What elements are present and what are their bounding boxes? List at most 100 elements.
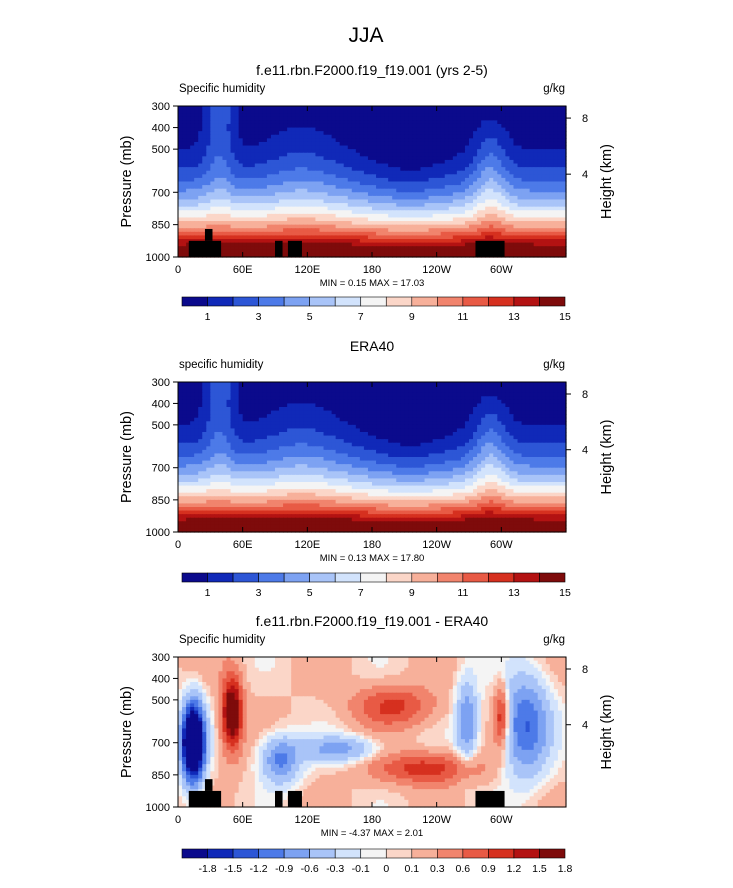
contour-cell [388, 192, 393, 197]
contour-cell [291, 138, 296, 143]
contour-cell [214, 414, 220, 419]
contour-cell [509, 246, 515, 251]
contour-cell [509, 410, 515, 415]
contour-cell [246, 403, 252, 408]
contour-cell [335, 113, 341, 118]
contour-cell [561, 185, 567, 190]
contour-cell [190, 403, 195, 408]
contour-cell [178, 131, 183, 136]
contour-cell [384, 213, 389, 219]
contour-cell [376, 199, 381, 204]
contour-cell [287, 127, 292, 132]
contour-cell [250, 149, 256, 154]
contour-cell [420, 123, 426, 129]
contour-cell [432, 149, 438, 154]
contour-cell [432, 213, 438, 219]
contour-cell [392, 231, 397, 237]
contour-cell [186, 138, 191, 143]
contour-cell [343, 120, 349, 125]
contour-cell [464, 242, 470, 247]
contour-cell [481, 138, 486, 143]
contour-cell [246, 134, 252, 139]
contour-cell [396, 385, 401, 390]
contour-cell [303, 127, 308, 132]
contour-cell [190, 138, 195, 143]
contour-cell [380, 145, 385, 150]
contour-cell [428, 392, 434, 397]
contour-cell [525, 407, 531, 412]
contour-cell [230, 249, 236, 255]
contour-cell [279, 410, 284, 415]
contour-cell [469, 141, 474, 147]
contour-cell [359, 188, 365, 193]
colorbar-box [411, 296, 438, 307]
contour-cell [254, 177, 260, 183]
contour-cell [254, 242, 260, 247]
contour-cell [331, 106, 337, 111]
contour-cell [287, 403, 292, 408]
contour-cell [440, 195, 446, 201]
contour-cell [226, 127, 232, 132]
contour-cell [400, 188, 405, 193]
contour-cell [351, 217, 357, 222]
contour-cell [376, 253, 381, 258]
contour-cell [448, 123, 454, 129]
contour-cell [262, 138, 268, 143]
contour-cell [331, 385, 337, 390]
contour-cell [222, 163, 228, 168]
contour-cell [404, 213, 409, 219]
contour-cell [469, 253, 474, 258]
contour-cell [311, 389, 317, 394]
contour-cell [315, 392, 321, 397]
contour-cell [287, 141, 292, 147]
contour-cell [485, 217, 490, 222]
contour-cell [509, 210, 515, 215]
contour-cell [388, 403, 393, 408]
contour-cell [376, 138, 381, 143]
contour-cell [505, 199, 511, 204]
contour-cell [517, 181, 523, 186]
contour-cell [323, 177, 329, 183]
contour-cell [303, 385, 308, 390]
contour-cell [367, 120, 373, 125]
contour-cell [537, 106, 543, 111]
contour-cell [222, 253, 228, 258]
contour-cell [561, 203, 567, 208]
contour-cell [561, 120, 567, 125]
contour-cell [230, 167, 236, 172]
contour-cell [178, 396, 183, 401]
contour-cell [182, 396, 187, 401]
contour-cell [347, 399, 353, 405]
contour-cell [452, 239, 458, 244]
contour-cell [553, 213, 559, 219]
contour-cell [266, 382, 272, 387]
contour-cell [242, 253, 248, 258]
contour-cell [202, 231, 207, 237]
contour-cell [432, 177, 438, 183]
contour-cell [343, 396, 349, 401]
contour-cell [493, 156, 498, 161]
contour-cell [545, 145, 551, 150]
contour-cell [186, 249, 191, 255]
contour-cell [186, 382, 191, 387]
contour-cell [283, 242, 288, 247]
contour-cell [448, 113, 454, 118]
contour-cell [355, 410, 361, 415]
contour-cell [295, 210, 300, 215]
contour-cell [513, 192, 519, 197]
contour-cell [396, 181, 401, 186]
contour-cell [254, 170, 260, 175]
contour-cell [270, 131, 276, 136]
contour-cell [489, 113, 494, 118]
contour-cell [250, 242, 256, 247]
contour-cell [355, 217, 361, 222]
contour-cell [489, 385, 494, 390]
contour-cell [230, 123, 236, 129]
contour-cell [307, 389, 312, 394]
contour-cell [250, 224, 256, 229]
contour-cell [351, 145, 357, 150]
contour-cell [218, 392, 224, 397]
contour-cell [493, 403, 498, 408]
contour-cell [561, 181, 567, 186]
contour-cell [355, 123, 361, 129]
